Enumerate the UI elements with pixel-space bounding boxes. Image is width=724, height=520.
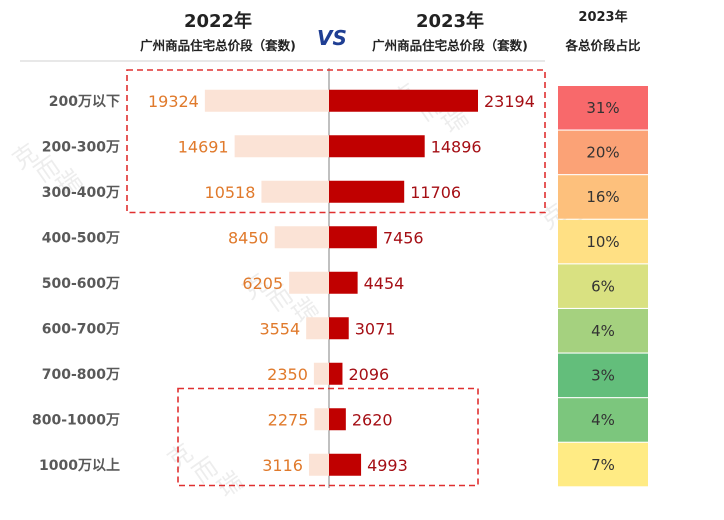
value-label-2023: 2096 (348, 365, 389, 384)
bar-2023 (329, 453, 362, 476)
share-value: 7% (591, 456, 615, 474)
category-label: 200万以下 (49, 94, 120, 110)
header-2023-subtitle: 广州商品住宅总价段（套数) (372, 38, 528, 53)
bar-2022 (234, 135, 329, 158)
value-label-2023: 4454 (364, 274, 405, 293)
bars-2023: 23194 14896 11706 7456 4454 3071 2096 2620 4993 (329, 89, 535, 476)
share-value: 4% (591, 411, 615, 429)
value-label-2022: 3116 (262, 456, 303, 475)
share-value: 4% (591, 322, 615, 340)
bar-2022 (306, 317, 329, 340)
share-cell (558, 175, 648, 219)
value-label-2022: 10518 (205, 183, 256, 202)
bar-2023 (329, 135, 425, 158)
header-2022-subtitle: 广州商品住宅总价段（套数) (140, 38, 296, 53)
bar-2023 (329, 271, 358, 294)
category-label: 1000万以上 (39, 458, 120, 474)
bars-2022: 19324 14691 10518 8450 6205 3554 2350 2275 3116 (148, 89, 329, 476)
header-2022-year: 2022年 (184, 10, 252, 32)
bar-2022 (313, 362, 329, 385)
share-column: 31% 20% 16% 10% 6% 4% 3% 4% 7% (558, 86, 648, 487)
category-labels: 200万以下 200-300万 300-400万 400-500万 500-600万 60… (32, 94, 120, 474)
vs-label: VS (317, 26, 347, 50)
share-value: 10% (586, 233, 619, 251)
value-label-2022: 2275 (268, 410, 309, 429)
bar-2023 (329, 226, 377, 249)
share-value: 16% (586, 188, 619, 206)
share-cell (558, 264, 648, 308)
bar-2022 (289, 271, 329, 294)
share-value: 6% (591, 277, 615, 295)
bar-2022 (274, 226, 329, 249)
share-cell (558, 442, 648, 487)
value-label-2022: 19324 (148, 92, 199, 111)
category-label: 300-400万 (42, 185, 120, 201)
bar-2023 (329, 89, 478, 112)
share-cell (558, 353, 648, 398)
value-label-2023: 11706 (410, 183, 461, 202)
value-label-2022: 14691 (178, 137, 229, 156)
value-label-2023: 4993 (367, 456, 408, 475)
header-2023-year: 2023年 (416, 10, 484, 32)
highlight-box (177, 387, 479, 487)
value-label-2022: 8450 (228, 228, 269, 247)
share-cell (558, 130, 648, 175)
value-label-2023: 14896 (431, 137, 482, 156)
category-label: 800-1000万 (32, 412, 120, 428)
category-label: 700-800万 (42, 367, 120, 383)
bar-2022 (204, 89, 329, 112)
share-header-subtitle: 各总价段占比 (564, 38, 641, 53)
value-label-2022: 6205 (242, 274, 283, 293)
share-cell (558, 398, 648, 442)
bar-2023 (329, 362, 343, 385)
share-cell (558, 86, 648, 130)
highlight-boxes (126, 69, 546, 487)
share-cell (558, 219, 648, 264)
bar-2022 (314, 408, 329, 431)
bar-2022 (308, 453, 329, 476)
category-label: 500-600万 (42, 276, 120, 292)
value-label-2022: 2350 (267, 365, 308, 384)
value-label-2023: 23194 (484, 92, 535, 111)
share-value: 3% (591, 367, 615, 385)
bar-2023 (329, 317, 349, 340)
category-label: 600-700万 (42, 321, 120, 337)
bar-2022 (261, 180, 329, 203)
bar-2023 (329, 180, 405, 203)
share-value: 31% (586, 99, 619, 117)
share-value: 20% (586, 144, 619, 162)
share-cell (558, 309, 648, 353)
category-label: 200-300万 (42, 139, 120, 155)
value-label-2023: 7456 (383, 228, 424, 247)
value-label-2023: 2620 (352, 410, 393, 429)
share-header-year: 2023年 (578, 9, 627, 25)
value-label-2023: 3071 (355, 319, 396, 338)
bar-2023 (329, 408, 346, 431)
category-label: 400-500万 (42, 230, 120, 246)
value-label-2022: 3554 (259, 319, 300, 338)
